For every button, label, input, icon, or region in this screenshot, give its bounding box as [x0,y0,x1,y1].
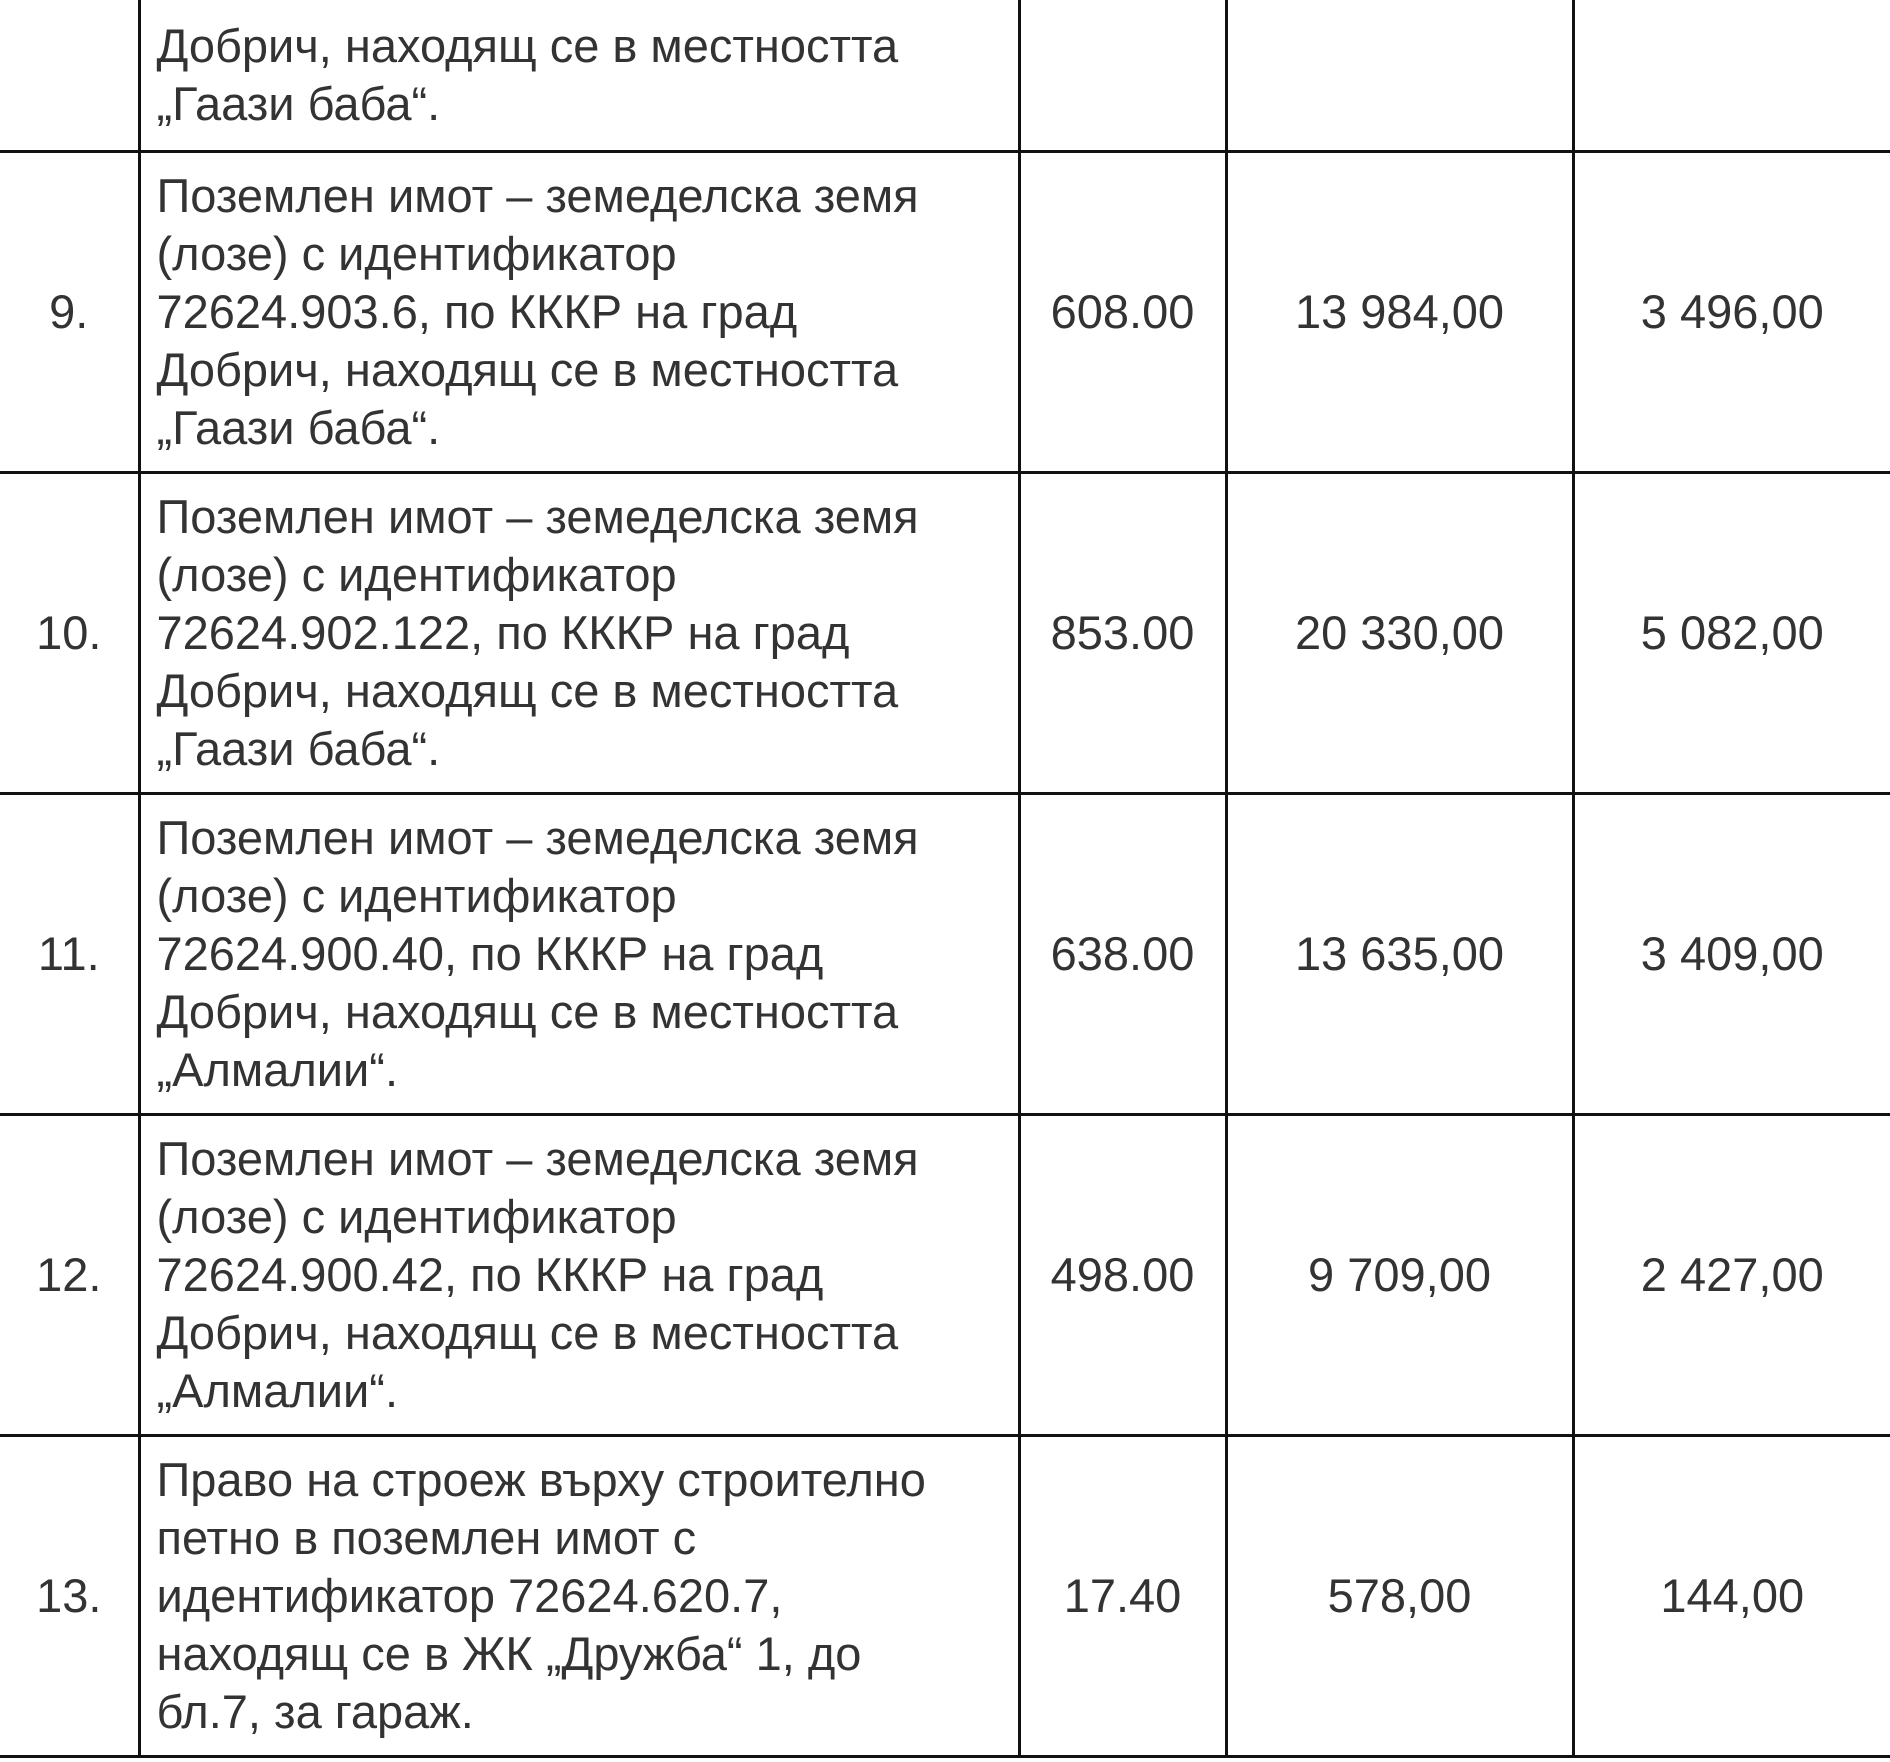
value-cell: 20 330,00 [1224,470,1575,795]
description-line: Добрич, находящ се в местността [156,342,899,396]
row-number-cell: 10. [0,470,141,795]
area-cell [1017,0,1228,153]
description-line: (лозе) с идентификатор [156,868,677,922]
table-row: 10. Поземлен имот – земеделска земя (лозе)… [0,470,1890,795]
value-cell: 13 635,00 [1224,791,1575,1116]
description-cell: Право на строеж върху строително петно в … [137,1433,1021,1758]
description-line: Поземлен имот – земеделска земя [156,1131,919,1185]
description-line: (лозе) с идентификатор [156,1189,677,1243]
table-row: 9. Поземлен имот – земеделска земя (лозе) … [0,149,1890,474]
description-line: Поземлен имот – земеделска земя [156,489,919,543]
area-cell: 17.40 [1017,1433,1228,1758]
description-line: бл.7, за гараж. [156,1684,474,1738]
row-number-cell: 9. [0,149,141,474]
value-cell [1224,0,1575,153]
description-line: „Алмалии“. [156,1042,399,1096]
deposit-cell: 3 496,00 [1571,149,1890,474]
description-line: Поземлен имот – земеделска земя [156,810,919,864]
area-cell: 853.00 [1017,470,1228,795]
deposit-cell: 5 082,00 [1571,470,1890,795]
description-line: 72624.900.42, по КККР на град [156,1247,824,1301]
value-cell: 578,00 [1224,1433,1575,1758]
description-line: Право на строеж върху строително [156,1452,926,1506]
description-line: „Алмалии“. [156,1363,399,1417]
table-row-continued: Добрич, находящ се в местността „Гаази б… [0,0,1890,153]
row-number-cell [0,0,141,153]
area-cell: 608.00 [1017,149,1228,474]
description-line: идентификатор 72624.620.7, [156,1568,783,1622]
description-line: (лозе) с идентификатор [156,226,677,280]
deposit-cell [1571,0,1890,153]
description-line: Добрич, находящ се в местността [156,1305,899,1359]
description-line: петно в поземлен имот с [156,1510,697,1564]
description-cell: Поземлен имот – земеделска земя (лозе) с … [137,149,1021,474]
description-cell: Поземлен имот – земеделска земя (лозе) с … [137,791,1021,1116]
description-cell: Поземлен имот – земеделска земя (лозе) с … [137,470,1021,795]
description-line: „Гаази баба“. [156,721,441,775]
description-line: 72624.900.40, по КККР на град [156,926,824,980]
description-line: 72624.903.6, по КККР на град [156,284,798,338]
deposit-cell: 144,00 [1571,1433,1890,1758]
table-row: 13. Право на строеж върху строително петно… [0,1433,1890,1758]
description-line: „Гаази баба“. [156,400,441,454]
area-cell: 638.00 [1017,791,1228,1116]
description-line: Добрич, находящ се в местността [156,984,899,1038]
description-line: Добрич, находящ се в местността [156,663,899,717]
table-row: 11. Поземлен имот – земеделска земя (лозе)… [0,791,1890,1116]
description-line: Добрич, находящ се в местността [156,18,899,72]
description-line: находящ се в ЖК „Дружба“ 1, до [156,1626,862,1680]
description-line: 72624.902.122, по КККР на град [156,605,850,659]
row-number-cell: 13. [0,1433,141,1758]
description-cell: Поземлен имот – земеделска земя (лозе) с … [137,1112,1021,1437]
row-number-cell: 12. [0,1112,141,1437]
area-cell: 498.00 [1017,1112,1228,1437]
description-line: Поземлен имот – земеделска земя [156,168,919,222]
description-line: (лозе) с идентификатор [156,547,677,601]
row-number-cell: 11. [0,791,141,1116]
value-cell: 13 984,00 [1224,149,1575,474]
description-cell: Добрич, находящ се в местността „Гаази б… [137,0,1021,153]
value-cell: 9 709,00 [1224,1112,1575,1437]
deposit-cell: 3 409,00 [1571,791,1890,1116]
table-row: 12. Поземлен имот – земеделска земя (лозе)… [0,1112,1890,1437]
description-line: „Гаази баба“. [156,76,441,130]
deposit-cell: 2 427,00 [1571,1112,1890,1437]
